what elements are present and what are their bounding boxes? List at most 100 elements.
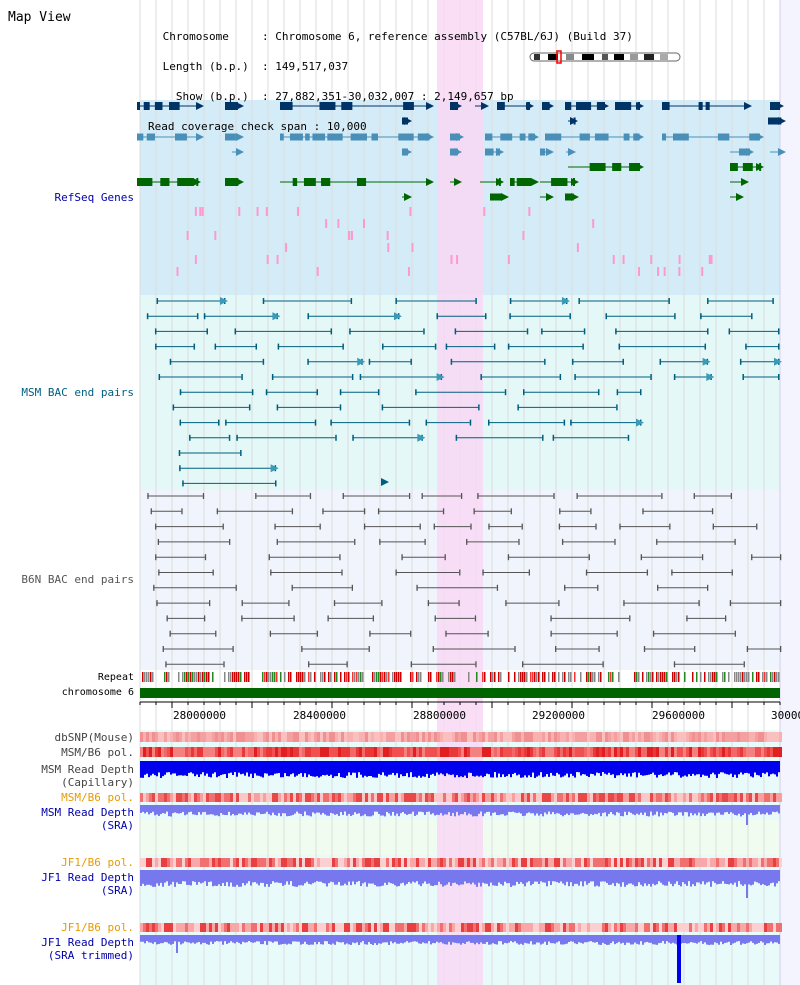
msm-depth-capillary-bar [276, 761, 278, 774]
msm-b6-pol-sra-heat-cell [470, 793, 473, 802]
b6n-bac-end [731, 569, 733, 576]
track-label-jf1-depth-trimmed[interactable]: JF1 Read Depth (SRA trimmed) [41, 936, 134, 962]
refseq-minor-feature [528, 207, 531, 216]
repeat-element [330, 672, 332, 682]
dbsnp-heat-cell [485, 732, 488, 742]
msm-depth-sra-bar [548, 805, 550, 812]
track-label-msm-bac[interactable]: MSM BAC end pairs [21, 386, 134, 399]
jf1-depth-trimmed-bar [672, 935, 674, 943]
info-coverage-span: Read coverage check span : 10,000 [148, 120, 367, 133]
jf1-depth-trimmed-bar [712, 935, 714, 945]
b6n-bac-end [734, 630, 736, 637]
refseq-strand-arrow [546, 193, 554, 201]
track-label-msm-depth-capillary[interactable]: MSM Read Depth (Capillary) [41, 763, 134, 789]
jf1-b6-pol-2-heat-cell [401, 923, 404, 932]
msm-b6-pol-heat-cell [623, 747, 626, 757]
jf1-b6-pol-2-heat-cell [641, 923, 644, 932]
track-label-msm-b6-pol-1[interactable]: MSM/B6 pol. [61, 746, 134, 759]
dbsnp-heat-cell [212, 732, 215, 742]
msm-bac-end [704, 343, 707, 350]
msm-depth-capillary-bar [168, 761, 170, 773]
refseq-exon [717, 133, 730, 141]
msm-b6-pol-heat-cell [473, 747, 476, 757]
msm-depth-capillary-bar [416, 761, 418, 778]
jf1-b6-pol-2-heat-cell [320, 923, 323, 932]
refseq-exon [629, 163, 640, 171]
dbsnp-heat-cell [695, 732, 698, 742]
track-label-jf1-depth-sra[interactable]: JF1 Read Depth (SRA) [41, 871, 134, 897]
msm-depth-capillary-bar [274, 761, 276, 774]
msm-b6-pol-sra-heat-cell [491, 793, 494, 802]
track-label-dbsnp[interactable]: dbSNP(Mouse) [54, 731, 134, 744]
msm-depth-capillary-bar [186, 761, 188, 776]
msm-depth-capillary-bar [606, 761, 608, 775]
repeat-element [662, 672, 664, 682]
jf1-b6-pol-2-heat-cell [530, 923, 533, 932]
jf1-b6-pol-2-heat-cell [545, 923, 548, 932]
msm-depth-capillary-bar [736, 761, 738, 778]
b6n-bac-end [473, 508, 475, 515]
dbsnp-heat-cell [176, 732, 179, 742]
repeat-element [552, 672, 554, 682]
msm-depth-capillary-bar [566, 761, 568, 774]
dbsnp-heat-cell [779, 732, 782, 742]
dbsnp-heat-cell [668, 732, 671, 742]
msm-depth-capillary-bar [246, 761, 248, 773]
b6n-bac-end [416, 584, 418, 591]
msm-depth-capillary-bar [532, 761, 534, 773]
jf1-depth-sra-bar [640, 870, 642, 885]
repeat-element [728, 672, 730, 682]
msm-b6-pol-heat-cell [437, 747, 440, 757]
jf1-depth-sra-bar [632, 870, 634, 885]
msm-depth-capillary-bar [446, 761, 448, 774]
msm-depth-capillary-bar [552, 761, 554, 776]
msm-b6-pol-sra-heat-cell [761, 793, 764, 802]
refseq-exon [749, 133, 760, 141]
jf1-depth-trimmed-bar [554, 935, 556, 944]
track-label-jf1-b6-pol-1[interactable]: JF1/B6 pol. [61, 856, 134, 869]
track-label-msm-depth-sra[interactable]: MSM Read Depth (SRA) [41, 806, 134, 832]
track-label-refseq[interactable]: RefSeq Genes [54, 191, 134, 204]
dbsnp-heat-cell [482, 732, 485, 742]
dbsnp-heat-cell [395, 732, 398, 742]
jf1-b6-pol-2-heat-cell [725, 923, 728, 932]
msm-bac-end [349, 328, 351, 335]
msm-depth-sra-bar [504, 805, 506, 816]
repeat-element [648, 672, 650, 682]
msm-b6-pol-heat-cell [680, 747, 683, 757]
msm-depth-sra-bar [194, 805, 196, 815]
msm-bac-end [172, 404, 175, 411]
track-label-b6n-bac[interactable]: B6N BAC end pairs [21, 573, 134, 586]
repeat-element [346, 672, 348, 682]
jf1-depth-sra-bar [526, 870, 528, 883]
dbsnp-heat-cell [671, 732, 674, 742]
repeat-element [430, 672, 432, 682]
msm-bac-end [597, 389, 600, 396]
msm-depth-sra-bar [510, 805, 512, 813]
msm-depth-sra-bar [268, 805, 270, 815]
jf1-depth-sra-bar [146, 870, 148, 885]
jf1-depth-sra-bar [224, 870, 226, 886]
repeat-element [410, 672, 412, 682]
track-label-jf1-b6-pol-2[interactable]: JF1/B6 pol. [61, 921, 134, 934]
dbsnp-heat-cell [164, 732, 167, 742]
jf1-b6-pol-2-heat-cell [479, 923, 482, 932]
msm-b6-pol-heat-cell [719, 747, 722, 757]
msm-depth-sra-bar [770, 805, 772, 815]
msm-depth-sra-bar [382, 805, 384, 816]
dbsnp-heat-cell [569, 732, 572, 742]
msm-bac-end [434, 343, 437, 350]
jf1-b6-pol-2-heat-cell [419, 923, 422, 932]
msm-b6-pol-sra-heat-cell [641, 793, 644, 802]
track-label-repeat[interactable]: Repeat [97, 672, 134, 683]
jf1-depth-trimmed-bar [646, 935, 648, 942]
track-label-msm-b6-pol-2[interactable]: MSM/B6 pol. [61, 791, 134, 804]
track-label-chromosome[interactable]: chromosome 6 [61, 687, 134, 698]
msm-bac-end [542, 434, 544, 441]
repeat-element [484, 672, 486, 682]
msm-b6-pol-sra-heat-cell [425, 793, 428, 802]
msm-depth-capillary-bar [614, 761, 616, 778]
msm-depth-capillary-bar [152, 761, 154, 774]
msm-depth-sra-bar [706, 805, 708, 814]
